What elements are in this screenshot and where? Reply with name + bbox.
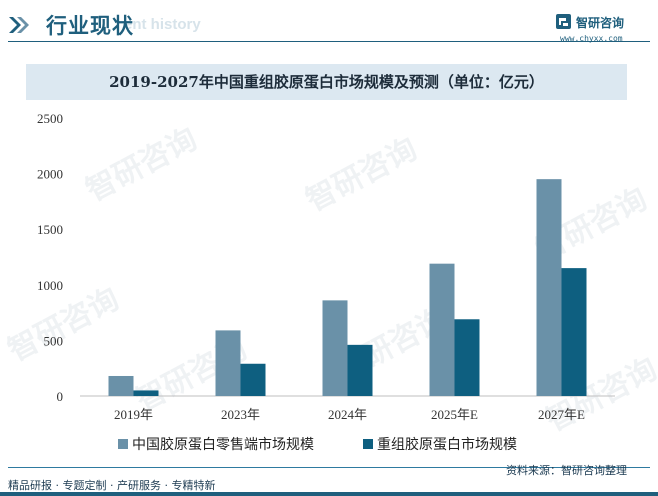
y-tick-label: 0 [57,389,64,404]
legend-swatch-recombinant-collagen [363,439,373,449]
header-divider [8,41,650,42]
bar-retail-collagen [429,263,455,396]
brand-url: www.chyxx.com [560,34,623,43]
brand-logo-icon [556,14,571,29]
legend-swatch-retail-collagen [118,439,128,449]
section-title: 行业现状 [46,14,134,38]
chart-title: 2019-2027年中国重组胶原蛋白市场规模及预测（单位：亿元） [109,73,544,91]
y-tick-label: 2000 [37,167,63,182]
bar-retail-collagen [536,179,562,396]
bar-retail-collagen [322,300,348,396]
legend-label: 中国胶原蛋白零售端市场规模 [132,436,314,453]
y-tick-label: 1000 [37,278,63,293]
y-tick-label: 1500 [37,222,63,237]
page-header: ent history 行业现状 智研咨询 www.chyxx.com [0,0,658,48]
x-tick-label: 2027年E [538,407,585,422]
bar-recombinant-collagen [133,390,159,396]
brand-name: 智研咨询 [576,16,625,30]
bar-recombinant-collagen [347,344,373,396]
footer-divider [8,467,468,468]
footer-tagline: 精品研报 · 专题定制 · 产研服务 · 专精特新 [8,479,216,492]
bar-recombinant-collagen [454,319,480,396]
source-note: 资料来源：智研咨询整理 [506,464,627,477]
footer-bar [0,492,658,496]
y-tick-label: 2500 [37,111,63,126]
double-chevron-icon [9,17,29,33]
bar-retail-collagen [215,330,241,396]
legend-label: 重组胶原蛋白市场规模 [377,436,517,453]
x-tick-label: 2024年 [328,407,367,422]
y-tick-label: 500 [44,333,64,348]
brand-block: 智研咨询 www.chyxx.com [555,11,655,43]
x-tick-label: 2025年E [431,407,478,422]
chart-title-bar: 2019-2027年中国重组胶原蛋白市场规模及预测（单位：亿元） [26,64,627,100]
header-ghost-text: ent history [124,16,201,33]
footer-divider [468,467,650,468]
bar-recombinant-collagen [240,363,266,396]
x-tick-label: 2019年 [114,407,153,422]
x-tick-label: 2023年 [221,407,260,422]
bar-recombinant-collagen [561,268,587,396]
bar-retail-collagen [108,375,134,396]
